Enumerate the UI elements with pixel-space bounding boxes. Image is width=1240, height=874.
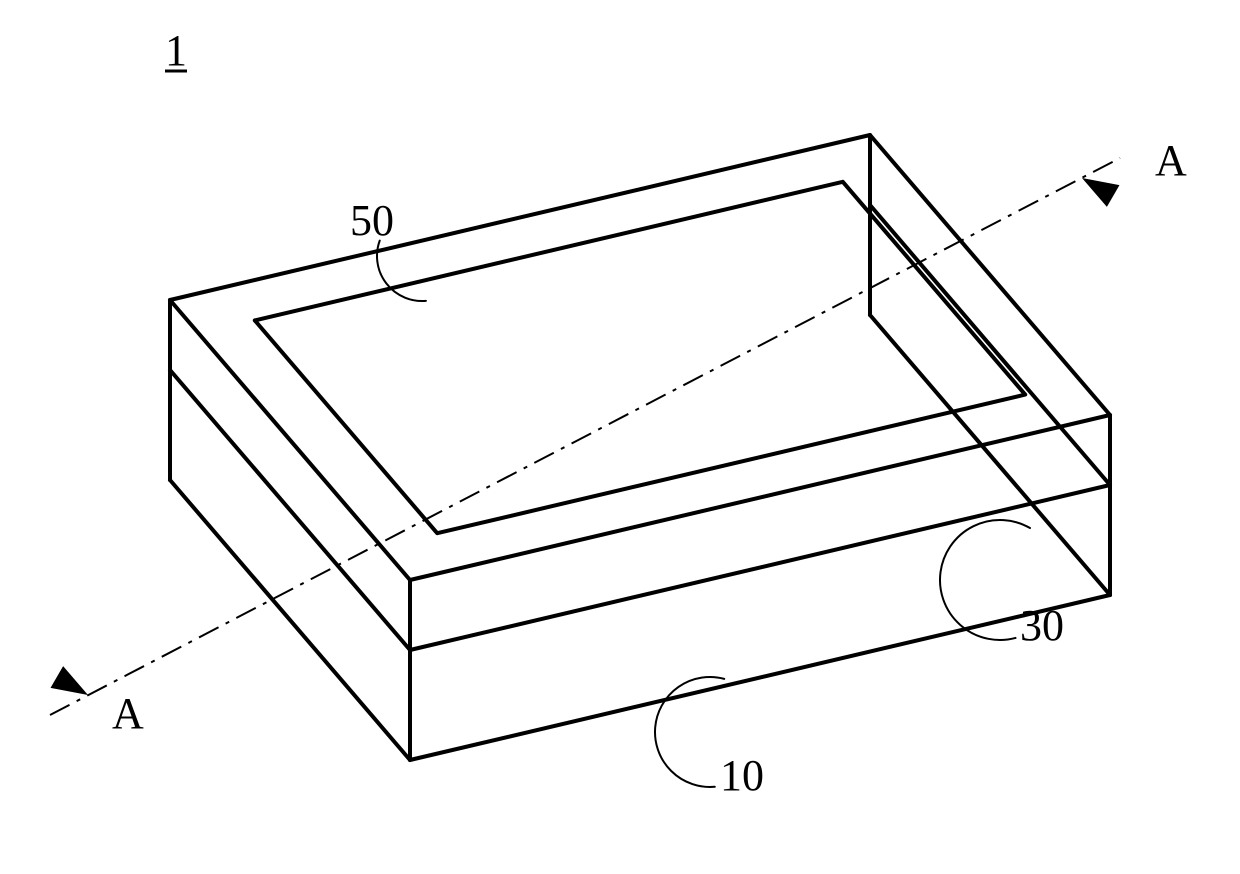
diagram-root: 1 A A 50 30 10 [0, 0, 1240, 874]
part_30: 30 [1020, 601, 1064, 650]
part_50: 50 [350, 196, 394, 245]
section_A_top: A [1155, 136, 1187, 185]
figure_ref: 1 [165, 26, 187, 75]
section_A_bot: A [112, 689, 144, 738]
part_10: 10 [720, 751, 764, 800]
